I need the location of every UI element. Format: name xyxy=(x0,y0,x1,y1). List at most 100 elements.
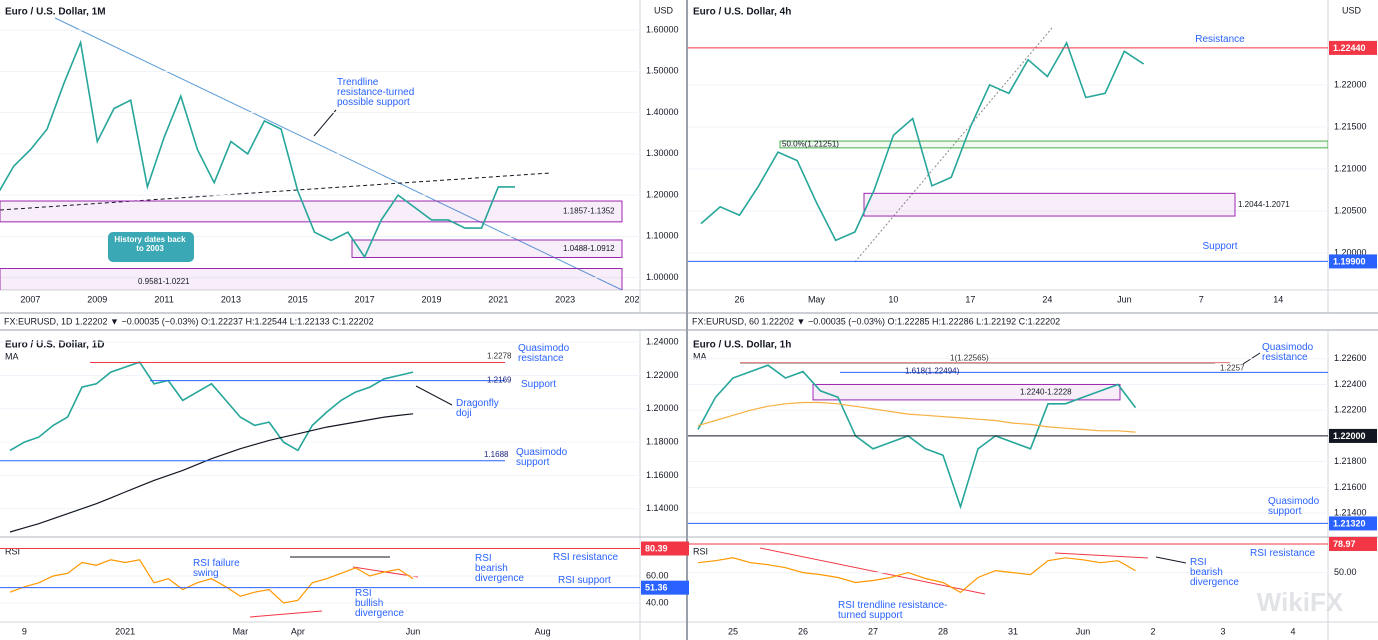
annotation: Trendline resistance-turned possible suppo… xyxy=(337,77,414,108)
price-label: 80.39 xyxy=(645,543,668,553)
zone xyxy=(0,268,623,290)
x-tick-label: 2017 xyxy=(355,294,375,304)
annotation: Quasimodo support xyxy=(1268,496,1320,517)
legend-entry: MA xyxy=(5,351,19,361)
annotation-line: bullish xyxy=(355,598,383,609)
annotation: Support xyxy=(1202,241,1237,252)
x-tick-label: Apr xyxy=(291,626,305,636)
y-tick-label: 1.22000 xyxy=(646,370,679,380)
annotation-line: RSI failure xyxy=(193,558,240,569)
y-tick-label: 1.21400 xyxy=(1334,508,1367,518)
plot-area xyxy=(0,341,640,533)
zone-label: 1.2044-1.2071 xyxy=(1238,200,1290,209)
x-tick-label: 14 xyxy=(1273,294,1283,304)
rsi-trendline xyxy=(1054,552,1149,559)
unit-label: USD xyxy=(654,5,674,15)
y-tick-label: 1.10000 xyxy=(646,231,679,241)
y-tick-label: 1.00000 xyxy=(646,272,679,282)
price-label: 1.22440 xyxy=(1333,43,1366,53)
annotation: RSI resistance xyxy=(1250,548,1315,559)
annotation: Support xyxy=(521,379,556,390)
price-label-box xyxy=(1329,428,1377,443)
annotation-line: RSI trendline resistance- xyxy=(838,600,948,611)
y-tick-label: 1.22200 xyxy=(1334,405,1367,415)
x-tick-label: 24 xyxy=(1042,294,1052,304)
plot-area xyxy=(0,29,640,290)
x-tick-label: 7 xyxy=(1199,294,1204,304)
annotation-line: support xyxy=(1268,506,1302,517)
y-tick-label: 1.40000 xyxy=(646,107,679,117)
level-label: 1.2257 xyxy=(1220,364,1245,373)
arrow xyxy=(1155,556,1187,564)
annotation-line: resistance-turned xyxy=(337,87,414,98)
rsi-line xyxy=(9,559,414,604)
annotation-line: possible support xyxy=(337,97,410,108)
annotation: RSI resistance xyxy=(553,552,618,563)
y-tick-label: 1.20000 xyxy=(646,189,679,199)
unit-label: USD xyxy=(1342,5,1362,15)
annotation-line: resistance xyxy=(1262,352,1308,363)
annotation: Resistance xyxy=(1195,34,1245,45)
x-tick-label: Mar xyxy=(233,626,249,636)
zone-label: 1.1857-1.1352 xyxy=(563,207,615,216)
x-tick-label: 26 xyxy=(734,294,744,304)
annotation: RSI failure swing xyxy=(193,558,240,579)
annotation-line: History dates back xyxy=(114,235,186,244)
x-tick-label: 2021 xyxy=(115,626,135,636)
y-tick-label: 60.00 xyxy=(646,570,669,580)
zone-label: 50.0%(1.21251) xyxy=(782,140,839,149)
callout-box xyxy=(108,232,194,262)
ma-line xyxy=(9,413,414,533)
annotation: Quasimodo resistance xyxy=(518,343,570,364)
annotation: Quasimodo support xyxy=(516,447,568,468)
annotation-line: divergence xyxy=(1190,577,1239,588)
y-tick-label: 1.20500 xyxy=(1334,205,1367,215)
level-label: 1(1.22565) xyxy=(950,353,989,362)
x-tick-label: 2021 xyxy=(488,294,508,304)
x-tick-label: 202 xyxy=(624,294,639,304)
y-tick-label: 1.60000 xyxy=(646,24,679,34)
price-line xyxy=(0,39,515,259)
watermark: WikiFX xyxy=(1257,587,1344,617)
x-tick-label: 2019 xyxy=(421,294,441,304)
zone xyxy=(863,192,1236,217)
annotation-line: Trendline xyxy=(337,77,379,88)
x-tick-label: 2013 xyxy=(221,294,241,304)
y-tick-label: 1.21800 xyxy=(1334,456,1367,466)
annotation-line: swing xyxy=(193,568,219,579)
symbol-info: FX:EURUSD, 1D 1.22202 ▼ −0.00035 (−0.03%… xyxy=(4,316,374,326)
annotation-line: Dragonfly xyxy=(456,398,499,409)
y-tick-label: 1.16000 xyxy=(646,470,679,480)
annotation-line: Resistance xyxy=(1195,34,1245,45)
annotation-line: Support xyxy=(521,379,556,390)
annotation-line: Quasimodo xyxy=(518,343,570,354)
x-tick-label: 25 xyxy=(728,626,738,636)
level-label: 1.2278 xyxy=(487,352,512,361)
price-line xyxy=(700,40,1145,242)
y-tick-label: 1.20000 xyxy=(1334,247,1367,257)
chart-title: Euro / U.S. Dollar, 1M xyxy=(5,7,106,18)
rsi-line xyxy=(697,557,1136,594)
arrow xyxy=(313,109,337,137)
annotation-line: support xyxy=(516,457,550,468)
plot-area xyxy=(688,358,1328,524)
annotation-line: RSI xyxy=(1190,557,1207,568)
symbol-info: FX:EURUSD, 60 1.22202 ▼ −0.00035 (−0.03%… xyxy=(692,316,1060,326)
rsi-title: RSI xyxy=(5,546,20,556)
y-tick-label: 1.21500 xyxy=(1334,121,1367,131)
ma-line xyxy=(697,401,1136,433)
plot-area xyxy=(688,40,1328,262)
price-label: 1.22000 xyxy=(1333,431,1366,441)
rsi-trendline xyxy=(759,547,986,595)
annotation-line: to 2003 xyxy=(136,244,164,253)
annotation-line: Quasimodo xyxy=(1268,496,1320,507)
x-tick-label: 10 xyxy=(888,294,898,304)
annotation: Quasimodo resistance xyxy=(1262,342,1314,363)
zone xyxy=(779,140,1328,149)
x-tick-label: 2015 xyxy=(288,294,308,304)
x-tick-label: 2007 xyxy=(20,294,40,304)
rsi-title: RSI xyxy=(693,546,708,556)
x-tick-label: 2011 xyxy=(154,294,173,304)
